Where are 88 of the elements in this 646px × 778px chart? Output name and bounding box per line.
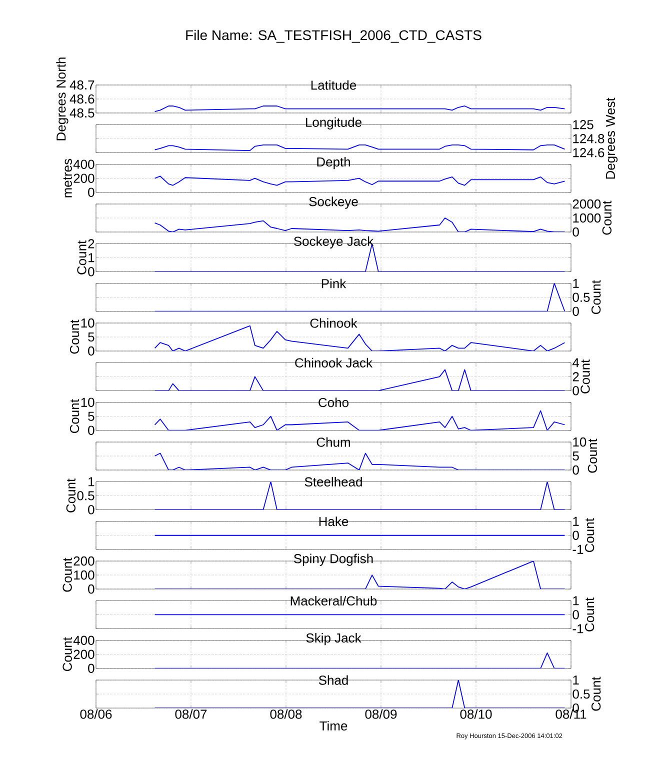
y-tick-label: 0 bbox=[572, 465, 579, 475]
y-tick-label: 10 bbox=[81, 398, 94, 407]
y-axis-title: Count bbox=[591, 280, 601, 314]
y-tick-label: 1 bbox=[573, 596, 579, 606]
chart-title: Coho bbox=[318, 398, 348, 408]
y-axis-title: metres bbox=[63, 158, 72, 198]
y-tick-label: 0 bbox=[572, 386, 579, 396]
y-axis-title: Count bbox=[77, 240, 86, 274]
y-tick-label: 0 bbox=[88, 267, 94, 276]
y-tick-label: 10 bbox=[573, 437, 586, 447]
x-tick-label: 08/08 bbox=[270, 709, 302, 719]
y-tick-label: 0 bbox=[88, 664, 94, 673]
chart-title: Sockeye bbox=[309, 196, 358, 209]
chart-title: Mackeral/Chub bbox=[290, 596, 377, 606]
text: File Name: SA_TESTFISH_2006_CTD_CASTS bbox=[186, 30, 482, 43]
y-tick-label: 0.5 bbox=[572, 689, 590, 699]
y-tick-label: 1 bbox=[573, 676, 579, 685]
y-tick-label: 0 bbox=[88, 346, 94, 356]
y-tick-label: 5 bbox=[88, 332, 94, 342]
y-tick-label: 2 bbox=[88, 239, 94, 248]
y-axis-title: Count bbox=[588, 438, 598, 473]
y-tick-label: 0.5 bbox=[572, 292, 590, 302]
chart-title: Chinook Jack bbox=[295, 358, 373, 368]
y-axis-title: Degrees North bbox=[56, 58, 68, 140]
y-tick-label: 0 bbox=[88, 584, 94, 594]
chart-title: Pink bbox=[322, 278, 346, 288]
y-tick-label: 400 bbox=[73, 160, 94, 169]
y-tick-label: 1 bbox=[88, 477, 94, 486]
x-axis-title: Time bbox=[320, 720, 348, 731]
y-tick-label: 200 bbox=[74, 556, 94, 566]
y-tick-label: 1000 bbox=[573, 213, 601, 223]
x-tick-label: 08/07 bbox=[175, 709, 207, 719]
y-tick-label: 4 bbox=[572, 358, 580, 368]
y-tick-label: 5 bbox=[88, 412, 94, 421]
chart-title: Skip Jack bbox=[306, 633, 362, 646]
y-tick-label: 2 bbox=[572, 372, 579, 382]
y-tick-label: 100 bbox=[74, 570, 94, 580]
y-tick-label: -1 bbox=[572, 624, 584, 634]
y-tick-label: 200 bbox=[74, 174, 94, 183]
x-tick-label: 08/10 bbox=[460, 709, 492, 719]
y-tick-label: 0.5 bbox=[77, 491, 94, 500]
y-axis-title: Count bbox=[602, 200, 612, 235]
y-tick-label: 400 bbox=[73, 636, 94, 645]
y-tick-label: 48.7 bbox=[70, 80, 94, 90]
chart-title: Chum bbox=[316, 437, 350, 447]
y-axis-title: Degrees West bbox=[606, 98, 618, 179]
y-tick-label: 0 bbox=[572, 306, 579, 316]
y-axis-title: Count bbox=[580, 359, 590, 394]
y-tick-label: 1 bbox=[88, 253, 94, 262]
chart-title: Chinook bbox=[310, 318, 358, 328]
y-tick-label: -1 bbox=[572, 544, 584, 554]
chart-title: Hake bbox=[319, 516, 348, 526]
y-axis-title: Count bbox=[584, 518, 594, 552]
line-series bbox=[154, 218, 566, 232]
chart-title: Shad bbox=[318, 675, 348, 685]
y-tick-label: 0 bbox=[88, 426, 94, 435]
y-tick-label: 124.8 bbox=[573, 134, 604, 144]
y-tick-label: 0 bbox=[572, 610, 579, 620]
y-tick-label: 48.6 bbox=[70, 94, 94, 104]
chart-title: Spiny Dogfish bbox=[294, 554, 373, 566]
y-tick-label: 5 bbox=[572, 451, 579, 461]
y-tick-label: 0 bbox=[88, 188, 94, 197]
chart-title: Depth bbox=[317, 157, 350, 170]
y-tick-label: 124.6 bbox=[573, 148, 604, 158]
y-tick-label: 125 bbox=[573, 120, 594, 130]
y-tick-label: 0 bbox=[88, 505, 94, 514]
y-tick-label: 10 bbox=[81, 318, 94, 328]
y-tick-label: 1 bbox=[573, 516, 579, 526]
y-axis-title: Count bbox=[584, 597, 594, 632]
x-tick-label: 08/06 bbox=[80, 709, 112, 719]
chart-title: Latitude bbox=[311, 80, 356, 90]
x-tick-label: 08/09 bbox=[365, 709, 397, 719]
y-tick-label: 2000 bbox=[572, 199, 601, 209]
chart-title: Steelhead bbox=[304, 476, 362, 486]
line-series bbox=[154, 176, 566, 186]
y-tick-label: 48.5 bbox=[70, 108, 94, 118]
y-tick-label: 200 bbox=[74, 650, 94, 659]
chart-title: Sockeye Jack bbox=[294, 236, 374, 248]
y-tick-label: 0 bbox=[572, 227, 579, 237]
y-axis-title: Count bbox=[62, 637, 72, 672]
y-axis-title: Count bbox=[62, 558, 72, 592]
y-axis-title: Count bbox=[591, 676, 601, 711]
chart-title: Longitude bbox=[306, 117, 362, 130]
y-tick-label: 1 bbox=[573, 278, 579, 288]
y-axis-title: Count bbox=[66, 478, 76, 512]
y-tick-label: 0 bbox=[572, 530, 579, 540]
y-axis-title: Count bbox=[70, 320, 80, 354]
y-axis-title: Count bbox=[70, 399, 80, 434]
